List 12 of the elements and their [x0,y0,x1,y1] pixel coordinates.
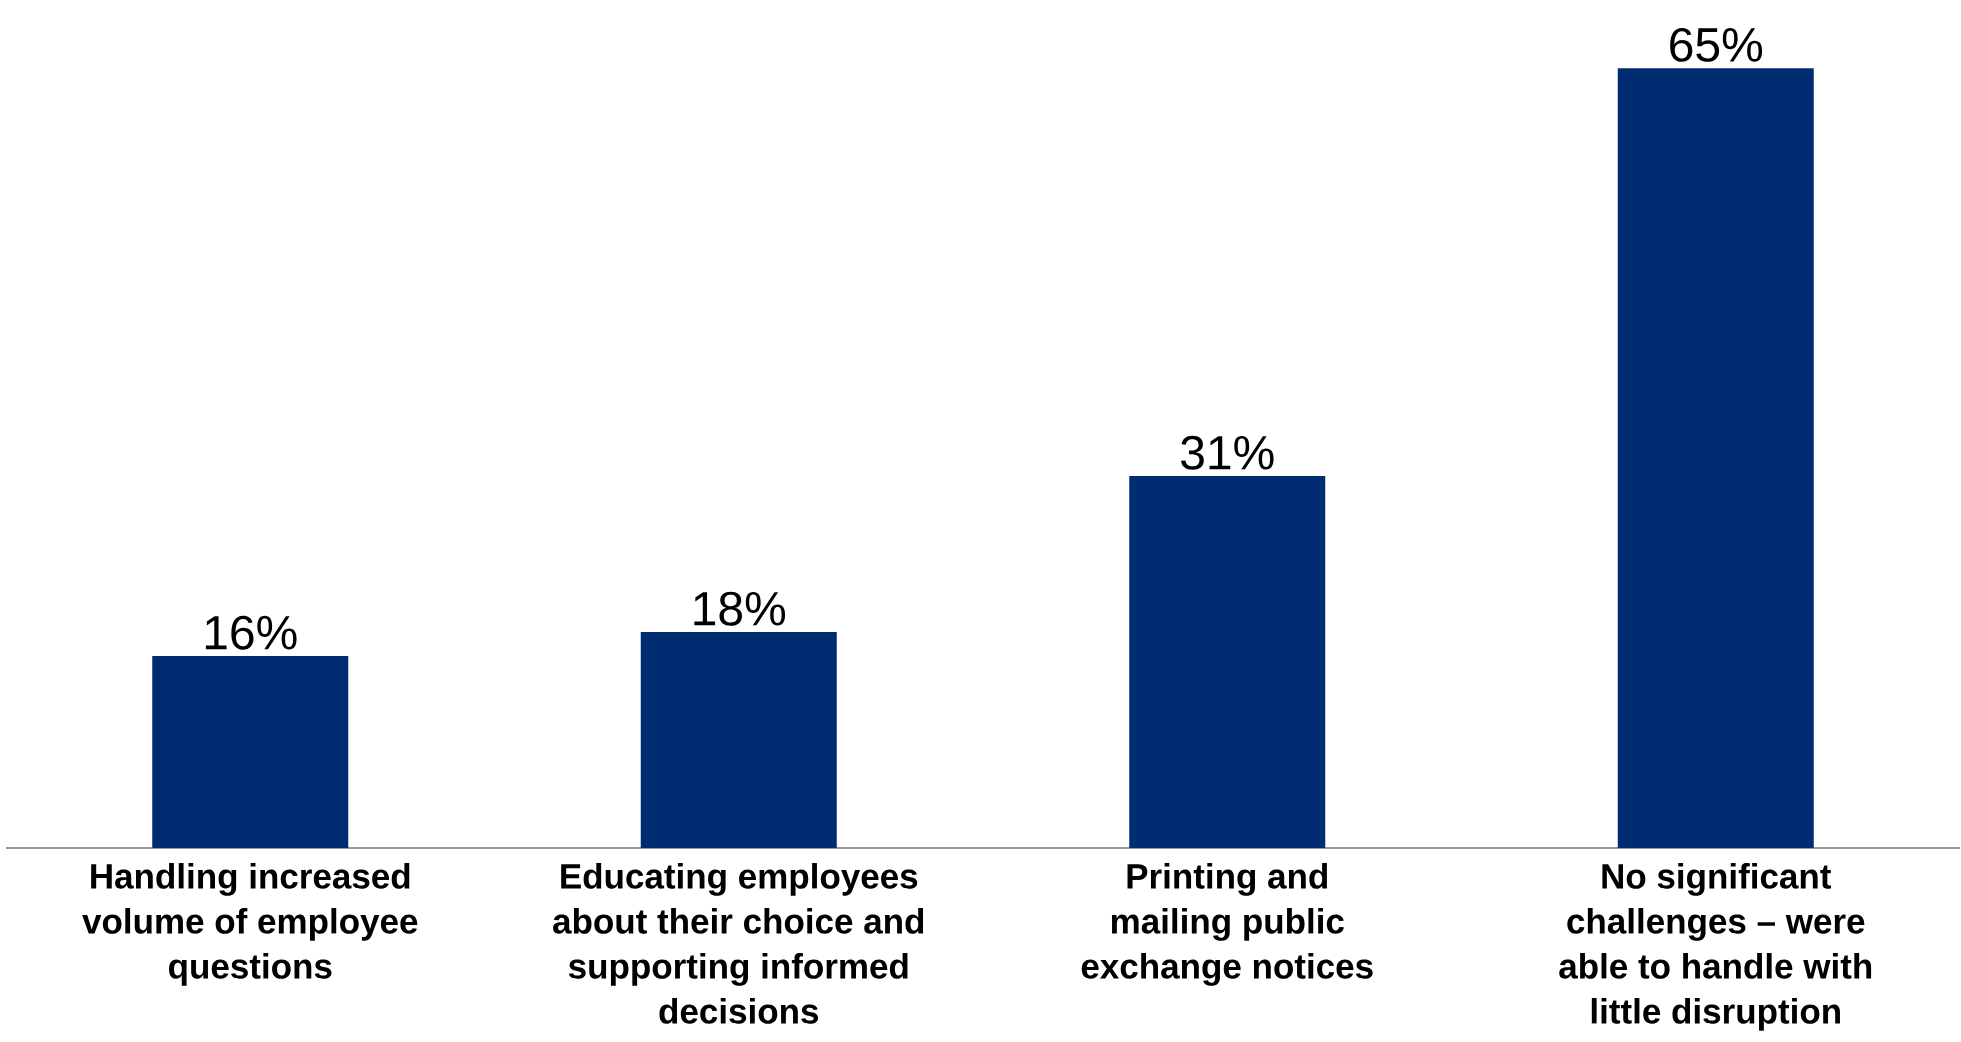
bar [152,656,349,848]
bar [1617,68,1814,848]
x-tick-label: Educating employees about their choice and supporting informed decisions [553,863,924,1024]
x-tick-label: No significant challenges – were able to handle with little disruption [1559,863,1872,1031]
bar [1129,476,1326,848]
x-tick-label: Handling increased volume of employee questions [82,863,418,986]
bar [640,632,837,848]
data-label: 31% [1181,435,1274,470]
data-label: 65% [1670,27,1763,62]
data-label: 18% [694,591,786,626]
x-tick-label: Printing and mailing public exchange notices [1081,863,1373,986]
data-label: 16% [205,615,297,650]
